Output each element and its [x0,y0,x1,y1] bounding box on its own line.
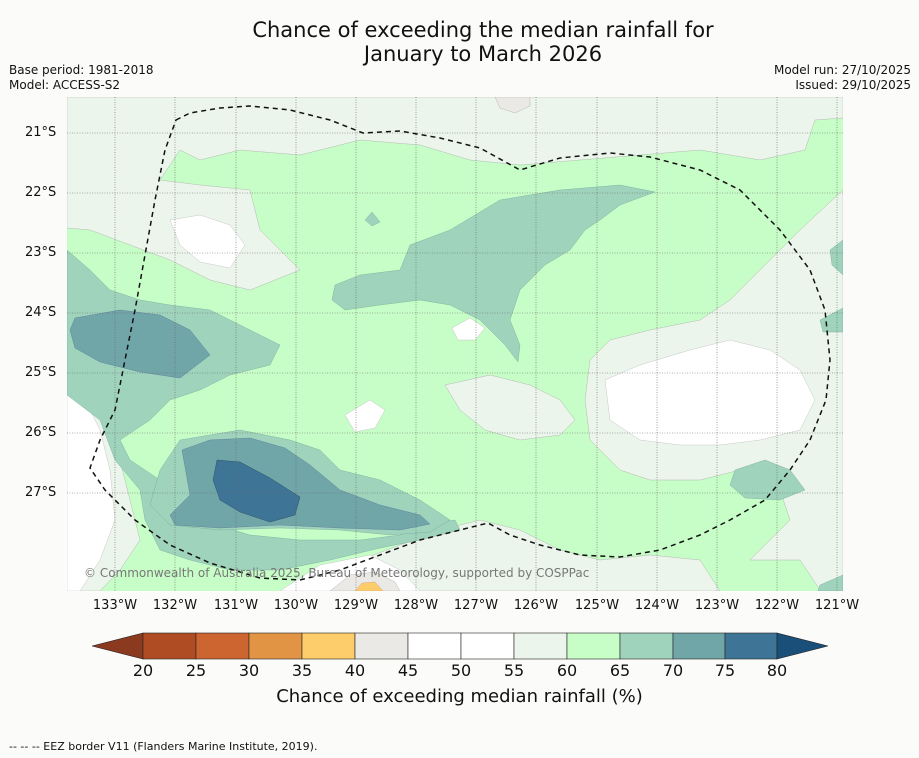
field-65-70-edge1 [829,239,843,276]
colorbar-tick: 50 [450,661,472,680]
colorbar-tick: 70 [662,661,684,680]
colorbar-segment-65-70 [619,632,674,660]
colorbar-segment-30-35 [248,632,303,660]
lon-label: 129°W [333,598,379,613]
colorbar-segment-40-45 [354,632,409,660]
field-65-70-center [331,184,656,363]
lat-label: 25°S [25,365,57,380]
colorbar-tick: 75 [714,661,736,680]
colorbar-segment-45-50 [407,632,462,660]
field-35-40-bottom [354,581,384,591]
colorbar-tick: 55 [503,661,525,680]
lon-label: 123°W [694,598,740,613]
field-50-55-small2 [451,317,486,341]
model-name: Model: ACCESS-S2 [9,78,121,92]
lat-label: 22°S [25,185,57,200]
lat-label: 23°S [25,245,57,260]
gridlines [67,97,843,591]
map-title-line2: January to March 2026 [363,42,603,66]
lon-label: 128°W [393,598,439,613]
colorbar-label: Chance of exceeding median rainfall (%) [276,686,643,707]
lon-label: 126°W [513,598,559,613]
lat-label: 24°S [25,305,57,320]
lon-label: 130°W [273,598,319,613]
lon-label: 127°W [453,598,499,613]
field-40-45-bottom [329,571,401,591]
map-credit: © Commonwealth of Australia 2025, Bureau… [84,566,590,580]
colorbar-segment-25-30 [195,632,250,660]
colorbar [91,632,829,660]
colorbar-tick: 45 [397,661,419,680]
lon-label: 125°W [574,598,620,613]
lon-label: 132°W [152,598,198,613]
colorbar-segment-55-60 [513,632,568,660]
field-50-55-small1 [344,399,386,433]
lon-label: 121°W [814,598,860,613]
map-fields [67,97,843,591]
colorbar-segment-70-75 [672,632,726,660]
colorbar-segment-75-80 [724,632,778,660]
colorbar-tick: 60 [556,661,578,680]
issued-date: Issued: 29/10/2025 [795,78,911,92]
colorbar-segment-60-65 [566,632,621,660]
lon-label: 133°W [92,598,138,613]
colorbar-tick: 35 [291,661,313,680]
colorbar-tick: 20 [132,661,154,680]
eez-legend: -- -- -- EEZ border V11 (Flanders Marine… [9,740,318,753]
meta-right: Model run: 27/10/2025 Issued: 29/10/2025 [774,63,911,93]
field-55-60-mid [444,374,576,441]
model-run: Model run: 27/10/2025 [773,63,911,77]
lat-label: 26°S [25,425,57,440]
map-title-line1: Chance of exceeding the median rainfall … [252,18,714,42]
colorbar-segment-20-25 [142,632,197,660]
field-75-80-bottom [212,459,301,523]
field-40-45-top [494,97,531,114]
colorbar-tick: 40 [344,661,366,680]
lat-label: 21°S [25,125,57,140]
base-period: Base period: 1981-2018 [9,63,154,77]
colorbar-segment-50-55 [460,632,515,660]
field-50-55-top [169,214,246,269]
colorbar-arrow-high [776,632,829,660]
colorbar-tick: 25 [185,661,207,680]
meta-left: Base period: 1981-2018 Model: ACCESS-S2 [9,63,154,93]
field-55-60-top [67,97,843,291]
eez-border [89,105,831,581]
colorbar-tick: 80 [766,661,788,680]
lat-label: 27°S [25,485,57,500]
field-65-70-edge2 [819,307,843,333]
colorbar-arrow-low [91,632,144,660]
field-65-70-dot [364,211,381,227]
lon-label: 124°W [634,598,680,613]
field-65-70-right [729,459,806,501]
lon-label: 122°W [754,598,800,613]
lon-label: 131°W [213,598,259,613]
map-title: Chance of exceeding the median rainfall … [0,18,919,66]
field-50-55-right [604,339,816,446]
colorbar-tick: 65 [609,661,631,680]
colorbar-tick: 30 [238,661,260,680]
colorbar-segment-35-40 [301,632,356,660]
